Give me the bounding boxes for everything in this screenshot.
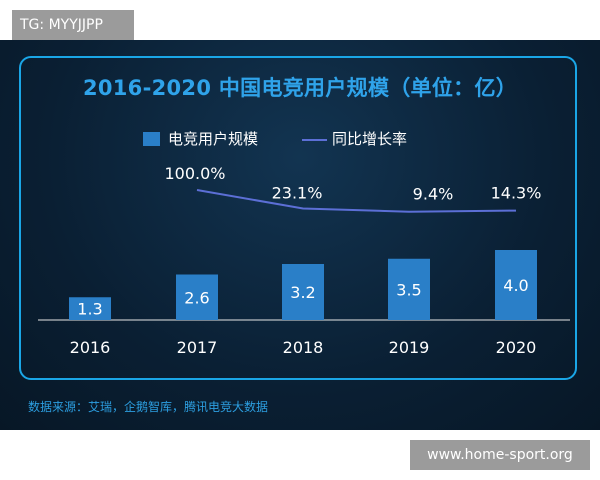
legend-line-label: 同比增长率 bbox=[332, 130, 408, 148]
growth-label-2017: 100.0% bbox=[164, 164, 225, 183]
bar-2020 bbox=[495, 250, 537, 320]
bar-2016 bbox=[69, 297, 111, 320]
chart-title: 2016-2020 中国电竞用户规模（单位：亿） bbox=[82, 76, 518, 100]
x-tick-label-2019: 2019 bbox=[389, 338, 430, 357]
x-tick-label-2016: 2016 bbox=[70, 338, 111, 357]
x-tick-label-2020: 2020 bbox=[496, 338, 537, 357]
legend-bar-label: 电竞用户规模 bbox=[168, 130, 259, 148]
watermark-bottom: www.home-sport.org bbox=[410, 440, 590, 470]
data-source-note: 数据来源：艾瑞，企鹅智库，腾讯电竞大数据 bbox=[28, 400, 269, 414]
growth-rate-line bbox=[196, 189, 517, 213]
chart-panel bbox=[0, 40, 600, 430]
chart-frame bbox=[19, 56, 577, 380]
bar-2018 bbox=[282, 264, 324, 320]
x-tick-label-2017: 2017 bbox=[177, 338, 218, 357]
bar-label-2020: 4.0 bbox=[503, 276, 528, 295]
legend-bar-swatch bbox=[143, 132, 160, 146]
bar-2019 bbox=[388, 258, 430, 320]
bar-2017 bbox=[176, 274, 218, 320]
growth-label-2019: 9.4% bbox=[413, 185, 454, 204]
x-tick-label-2018: 2018 bbox=[283, 338, 324, 357]
chart-legend: 电竞用户规模 同比增长率 bbox=[0, 128, 600, 150]
bar-label-2017: 2.6 bbox=[184, 288, 209, 307]
watermark-top: TG: MYYJJPP bbox=[12, 10, 134, 40]
bar-label-2018: 3.2 bbox=[290, 283, 315, 302]
bar-label-2016: 1.3 bbox=[77, 300, 102, 319]
legend-line-swatch bbox=[302, 139, 327, 141]
bar-label-2019: 3.5 bbox=[396, 280, 421, 299]
growth-label-2020: 14.3% bbox=[491, 184, 542, 203]
growth-label-2018: 23.1% bbox=[272, 183, 323, 202]
